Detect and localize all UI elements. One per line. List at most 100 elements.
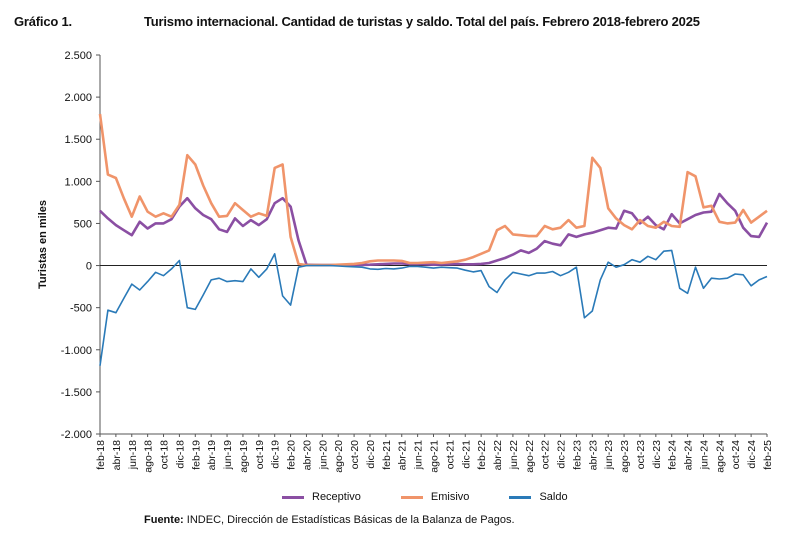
x-tick-label: feb-25: [762, 440, 774, 470]
data-point: [441, 267, 442, 268]
y-axis-title: Turistas en miles: [37, 200, 49, 289]
data-point: [751, 222, 752, 223]
data-point: [759, 236, 760, 237]
data-point: [266, 215, 267, 216]
data-point: [139, 196, 140, 197]
y-tick-label: 500: [74, 218, 92, 230]
data-point: [600, 230, 601, 231]
data-point: [219, 278, 220, 279]
data-point: [131, 284, 132, 285]
x-tick-label: oct-24: [730, 440, 742, 469]
x-tick-label: feb-20: [286, 440, 298, 470]
data-point: [766, 222, 767, 223]
data-point: [671, 214, 672, 215]
data-point: [147, 281, 148, 282]
data-point: [99, 365, 100, 366]
series-emisivo: [98, 113, 768, 267]
data-point: [187, 155, 188, 156]
data-point: [123, 198, 124, 199]
data-point: [433, 268, 434, 269]
data-point: [719, 193, 720, 194]
data-point: [115, 312, 116, 313]
series-saldo: [99, 249, 768, 366]
x-tick-label: feb-18: [95, 440, 107, 470]
data-point: [703, 207, 704, 208]
data-point: [393, 268, 394, 269]
data-point: [528, 252, 529, 253]
data-point: [449, 267, 450, 268]
data-point: [687, 293, 688, 294]
x-tick-label: dic-19: [270, 440, 282, 469]
data-point: [258, 277, 259, 278]
data-point: [481, 253, 482, 254]
y-tick-label: 1.500: [64, 134, 92, 146]
data-point: [631, 259, 632, 260]
data-point: [195, 208, 196, 209]
data-point: [179, 204, 180, 205]
data-point: [346, 266, 347, 267]
data-point: [600, 279, 601, 280]
data-point: [393, 263, 394, 264]
data-point: [457, 263, 458, 264]
legend-label-saldo: Saldo: [539, 491, 568, 503]
data-point: [655, 227, 656, 228]
legend-swatch-emisivo: [400, 495, 423, 499]
data-point: [234, 280, 235, 281]
data-point: [298, 263, 299, 264]
data-point: [369, 264, 370, 265]
x-tick-label: feb-19: [190, 440, 202, 470]
data-point: [759, 279, 760, 280]
data-point: [489, 250, 490, 251]
data-point: [361, 267, 362, 268]
data-point: [465, 259, 466, 260]
x-tick-label: dic-20: [365, 440, 377, 469]
data-point: [560, 245, 561, 246]
data-point: [631, 229, 632, 230]
x-tick-label: ago-22: [524, 440, 536, 473]
data-point: [250, 268, 251, 269]
source-text: INDEC, Dirección de Estadísticas Básicas…: [183, 514, 515, 526]
data-point: [258, 225, 259, 226]
data-point: [568, 234, 569, 235]
data-point: [544, 241, 545, 242]
y-tick-label: 2.500: [64, 50, 92, 62]
x-tick-label: ago-20: [333, 440, 345, 473]
data-point: [631, 213, 632, 214]
data-point: [576, 236, 577, 237]
series-line-receptivo: [99, 192, 769, 267]
data-point: [274, 253, 275, 254]
data-point: [735, 273, 736, 274]
x-tick-label: oct-20: [349, 440, 361, 469]
data-point: [766, 276, 767, 277]
x-tick-label: ago-19: [238, 440, 250, 473]
data-point: [473, 264, 474, 265]
data-point: [195, 164, 196, 165]
data-point: [234, 218, 235, 219]
data-point: [171, 216, 172, 217]
x-tick-label: jun-19: [222, 440, 234, 470]
data-point: [711, 278, 712, 279]
data-point: [473, 257, 474, 258]
x-tick-label: ago-24: [714, 440, 726, 473]
data-point: [377, 269, 378, 270]
data-point: [735, 222, 736, 223]
data-point: [163, 275, 164, 276]
data-point: [377, 264, 378, 265]
data-point: [219, 216, 220, 217]
x-tick-label: jun-23: [603, 440, 615, 470]
data-point: [385, 263, 386, 264]
data-point: [687, 172, 688, 173]
x-tick-label: oct-19: [254, 440, 266, 469]
data-point: [211, 279, 212, 280]
data-point: [727, 203, 728, 204]
data-point: [401, 263, 402, 264]
data-point: [155, 272, 156, 273]
data-point: [528, 236, 529, 237]
data-point: [560, 227, 561, 228]
data-point: [449, 262, 450, 263]
data-point: [616, 218, 617, 219]
data-point: [211, 219, 212, 220]
data-point: [520, 250, 521, 251]
x-tick-label: dic-23: [651, 440, 663, 469]
data-point: [441, 262, 442, 263]
